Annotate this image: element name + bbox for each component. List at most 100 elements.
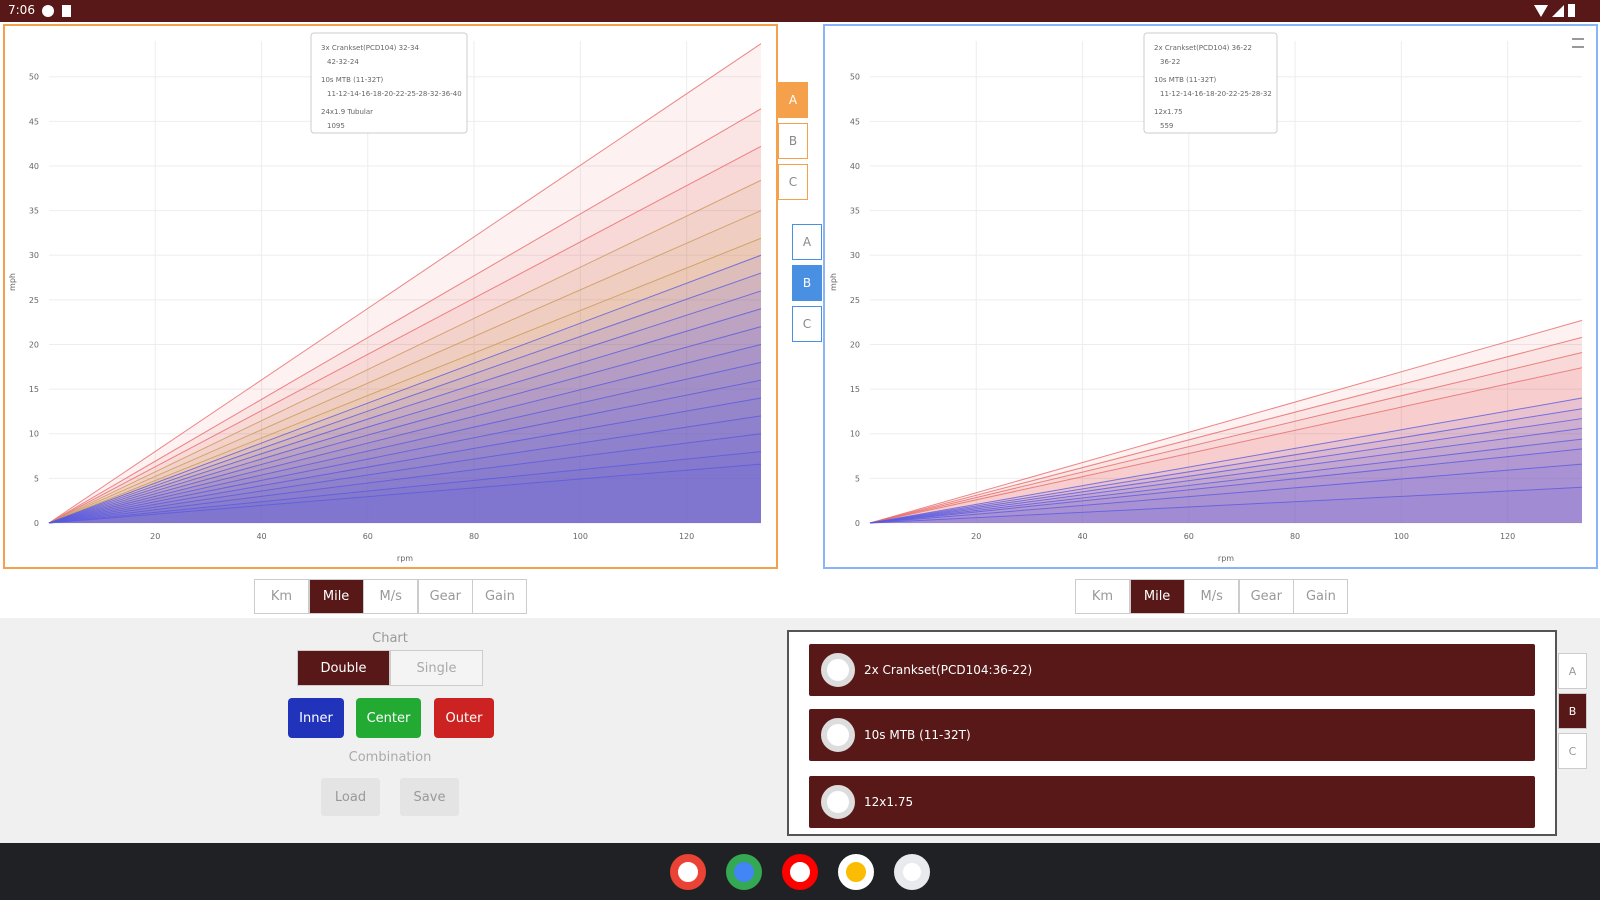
legend-text: 42-32-24: [327, 58, 359, 66]
component-icon: [821, 653, 855, 687]
x-axis-label: rpm: [397, 554, 413, 563]
legend-text: 2x Crankset(PCD104) 36-22: [1154, 44, 1252, 52]
chart-tab[interactable]: C: [778, 164, 808, 200]
x-tick-label: 60: [363, 532, 373, 541]
x-tick-label: 40: [1077, 532, 1087, 541]
component-item[interactable]: [809, 776, 1535, 828]
unit-button[interactable]: Km: [1075, 579, 1130, 614]
series-line: [48, 326, 762, 524]
app-icon[interactable]: [670, 854, 706, 890]
component-icon: [821, 718, 855, 752]
app-icon[interactable]: [894, 854, 930, 890]
component-tab[interactable]: C: [1558, 733, 1587, 769]
y-axis-label: mph: [829, 273, 838, 291]
series-line: [869, 319, 1583, 524]
chart-tab[interactable]: B: [778, 123, 808, 159]
ring-button[interactable]: Outer: [434, 698, 494, 738]
series-line: [48, 308, 762, 524]
x-tick-label: 60: [1184, 532, 1194, 541]
x-tick-label: 120: [679, 532, 694, 541]
unit-button[interactable]: Gear: [417, 579, 473, 614]
legend-text: 24x1.9 Tubular: [321, 108, 373, 116]
series-line: [48, 290, 762, 524]
component-name[interactable]: 2x Crankset(PCD104:36-22): [864, 663, 1033, 677]
unit-button[interactable]: Km: [254, 579, 309, 614]
unit-button[interactable]: M/s: [1184, 579, 1240, 614]
y-tick-label: 25: [850, 296, 860, 305]
series-line: [869, 418, 1583, 524]
legend-text: 12x1.75: [1154, 108, 1183, 116]
legend-text: 36-22: [1160, 58, 1180, 66]
legend-text: 559: [1160, 122, 1173, 130]
app-icon[interactable]: [782, 854, 818, 890]
section-label: Combination: [348, 749, 432, 765]
series-line: [48, 210, 762, 524]
ring-button[interactable]: Inner: [288, 698, 344, 738]
component-tab[interactable]: A: [1558, 653, 1587, 689]
y-tick-label: 45: [29, 117, 39, 126]
series-line: [869, 463, 1583, 524]
mode-button[interactable]: Double: [297, 650, 390, 686]
mode-button[interactable]: Single: [390, 650, 483, 686]
x-tick-label: 20: [150, 532, 160, 541]
status-bar: 7:06: [0, 0, 1600, 22]
chart-tab[interactable]: C: [792, 306, 822, 342]
unit-button[interactable]: Mile: [308, 579, 364, 614]
unit-button[interactable]: Gain: [472, 579, 528, 614]
component-tab[interactable]: B: [1558, 693, 1587, 729]
y-tick-label: 50: [850, 73, 860, 82]
series-line: [869, 352, 1583, 524]
chart-tab[interactable]: A: [792, 224, 822, 260]
y-tick-label: 10: [29, 430, 39, 439]
legend-text: 10s MTB (11-32T): [321, 76, 383, 84]
unit-button[interactable]: Gear: [1238, 579, 1294, 614]
y-tick-label: 0: [855, 519, 860, 528]
series-line: [48, 361, 762, 524]
app-icon[interactable]: [726, 854, 762, 890]
x-tick-label: 100: [573, 532, 588, 541]
y-tick-label: 15: [850, 385, 860, 394]
series-line: [869, 367, 1583, 524]
y-tick-label: 30: [850, 251, 860, 260]
unit-button[interactable]: Gain: [1293, 579, 1349, 614]
series-line: [48, 43, 762, 524]
series-line: [869, 336, 1583, 524]
component-name[interactable]: 12x1.75: [864, 795, 914, 809]
y-tick-label: 20: [850, 340, 860, 349]
series-line: [869, 438, 1583, 524]
legend-box: [310, 32, 468, 134]
component-item[interactable]: [809, 709, 1535, 761]
action-button[interactable]: Save: [400, 778, 459, 816]
action-button[interactable]: Load: [321, 778, 380, 816]
series-line: [48, 433, 762, 524]
series-line: [869, 427, 1583, 524]
battery-icon: [1568, 4, 1575, 17]
x-axis-label: rpm: [1218, 554, 1234, 563]
chart-tab[interactable]: A: [778, 82, 808, 118]
y-tick-label: 45: [850, 117, 860, 126]
chart-tab[interactable]: B: [792, 265, 822, 301]
menu-icon[interactable]: [1572, 38, 1584, 48]
series-line: [48, 379, 762, 524]
section-label: Chart: [372, 630, 408, 646]
legend-text: 1095: [327, 122, 345, 130]
unit-button[interactable]: M/s: [363, 579, 419, 614]
series-line: [48, 237, 762, 524]
series-line: [869, 448, 1583, 524]
legend-text: 11-12-14-16-18-20-22-25-28-32-36-40: [327, 90, 462, 98]
x-tick-label: 80: [469, 532, 479, 541]
legend-text: 11-12-14-16-18-20-22-25-28-32: [1160, 90, 1272, 98]
x-tick-label: 20: [971, 532, 981, 541]
app-icon[interactable]: [838, 854, 874, 890]
component-name[interactable]: 10s MTB (11-32T): [864, 728, 971, 742]
ring-button[interactable]: Center: [356, 698, 421, 738]
component-item[interactable]: [809, 644, 1535, 696]
y-tick-label: 20: [29, 340, 39, 349]
series-line: [48, 145, 762, 524]
y-tick-label: 5: [34, 474, 39, 483]
legend-text: 10s MTB (11-32T): [1154, 76, 1216, 84]
unit-button[interactable]: Mile: [1129, 579, 1185, 614]
chart-frame: [823, 24, 1598, 569]
